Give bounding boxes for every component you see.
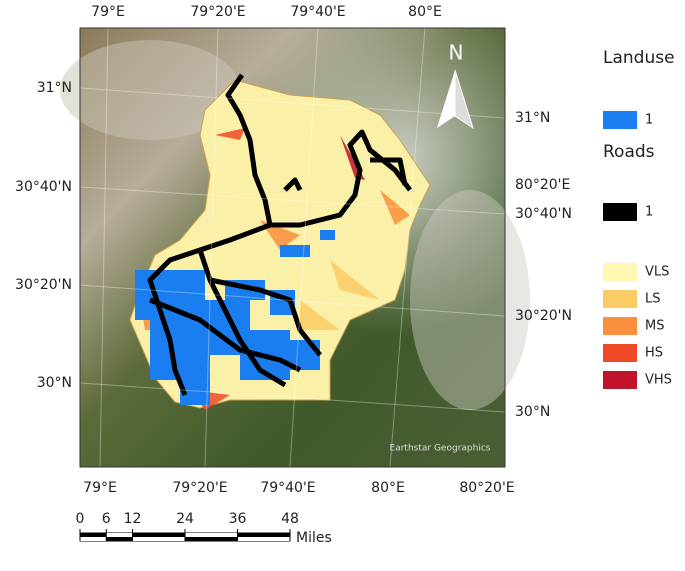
legend-label: 1 (645, 205, 653, 220)
legend-swatch (603, 263, 637, 281)
legend-label: MS (645, 319, 664, 334)
scale-segment (237, 537, 290, 541)
scale-segment (132, 537, 185, 541)
legend-label: LS (645, 292, 661, 307)
legend-label: VLS (645, 265, 669, 280)
landuse-patches (135, 230, 335, 405)
coordinate-label: 30°N (515, 404, 550, 420)
coordinate-label: 80°E (371, 480, 405, 496)
scale-segment (80, 533, 107, 537)
scale-label: 36 (229, 511, 247, 527)
scale-label: 6 (102, 511, 111, 527)
scale-bar: 0 6 12 24 36 48 Miles (76, 511, 332, 546)
legend-title: Landuse (603, 48, 675, 68)
scale-label: 48 (281, 511, 299, 527)
scale-label: 0 (76, 511, 85, 527)
legend-swatch (603, 290, 637, 308)
legend: Landuse Roads 1 1 VLS LS MS HS VHS (603, 48, 675, 389)
scale-segment (185, 537, 238, 541)
coordinate-label: 79°40'E (290, 4, 345, 20)
coordinate-label: 79°E (91, 4, 125, 20)
coordinate-label: 79°E (83, 480, 117, 496)
coordinate-label: 80°E (408, 4, 442, 20)
scale-label: 12 (124, 511, 142, 527)
legend-swatch (603, 203, 637, 221)
legend-swatch (603, 371, 637, 389)
legend-label: 1 (645, 113, 653, 128)
scale-segment (106, 533, 133, 537)
coordinate-label: 79°20'E (172, 480, 227, 496)
scale-label: 24 (176, 511, 194, 527)
graticule (79, 27, 506, 468)
scale-segment (132, 533, 185, 537)
coordinate-label: 31°N (515, 110, 550, 126)
coordinate-label: 80°20'E (515, 177, 570, 193)
coordinate-label: 79°40'E (260, 480, 315, 496)
coordinate-label: 79°20'E (190, 4, 245, 20)
coordinate-label: 30°20'N (515, 308, 572, 324)
attribution: Earthstar Geographics (390, 444, 491, 454)
coordinate-label: 30°40'N (515, 206, 572, 222)
legend-swatch (603, 317, 637, 335)
coordinate-label: 30°40'N (15, 179, 72, 195)
scale-segment (106, 537, 133, 541)
legend-label: VHS (645, 373, 672, 388)
north-arrow: N (437, 41, 474, 130)
scale-segment (185, 533, 238, 537)
scale-segment (237, 533, 290, 537)
legend-title: Roads (603, 142, 655, 162)
coordinate-label: 80°20'E (459, 480, 514, 496)
legend-label: HS (645, 346, 663, 361)
coordinate-label: 30°20'N (15, 277, 72, 293)
coordinate-label: 31°N (37, 80, 72, 96)
legend-swatch (603, 111, 637, 129)
scale-segment (80, 537, 107, 541)
legend-swatch (603, 344, 637, 362)
map-frame: N Earthstar Geographics (60, 27, 530, 468)
scale-unit: Miles (296, 530, 332, 546)
north-label: N (449, 41, 464, 65)
roads (147, 73, 412, 396)
coordinate-label: 30°N (37, 375, 72, 391)
